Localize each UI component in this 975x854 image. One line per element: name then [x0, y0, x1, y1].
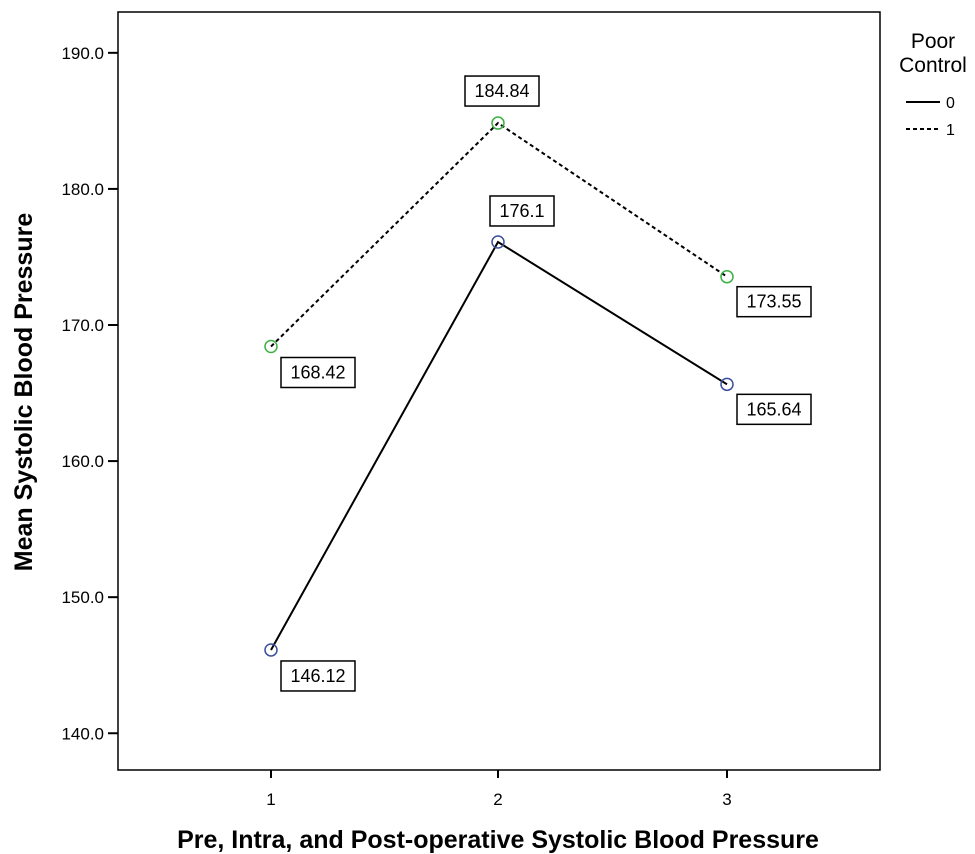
data-label-box — [489, 195, 555, 227]
legend-title: Poor — [911, 30, 955, 53]
y-axis-title: Mean Systolic Blood Pressure — [10, 213, 38, 572]
x-axis-title: Pre, Intra, and Post-operative Systolic … — [177, 826, 819, 854]
data-point-marker — [491, 235, 505, 249]
series-line-1 — [270, 121, 728, 348]
legend-label: 1 — [946, 122, 955, 139]
data-label-box — [736, 393, 812, 426]
x-tick-label: 2 — [493, 790, 502, 809]
data-label-box — [736, 285, 812, 318]
y-tick-label: 180.0 — [61, 180, 104, 199]
data-point-marker — [491, 116, 505, 130]
y-tick-label: 160.0 — [61, 452, 104, 471]
data-label-box — [280, 356, 356, 389]
y-tick-label: 140.0 — [61, 724, 104, 743]
y-tick-label: 170.0 — [61, 316, 104, 335]
data-point-marker — [264, 339, 278, 354]
x-axis: 1 2 3 — [266, 770, 732, 809]
x-tick-label: 3 — [722, 790, 731, 809]
y-tick-label: 150.0 — [61, 588, 104, 607]
data-point-marker — [720, 269, 734, 284]
data-label: 184.84 — [474, 81, 529, 101]
y-tick-label: 190.0 — [61, 44, 104, 63]
x-tick-label: 1 — [266, 790, 275, 809]
data-label: 168.42 — [290, 362, 345, 382]
data-label: 165.64 — [746, 399, 801, 419]
legend-title: Control — [899, 54, 967, 77]
legend-label: 0 — [946, 95, 955, 112]
data-label-box — [280, 660, 356, 692]
data-label: 173.55 — [746, 292, 801, 312]
data-point-marker — [720, 377, 734, 392]
plot-frame — [117, 11, 881, 771]
series-layer: 146.12 176.1 165.64 168.42 184.84 173.55 — [264, 75, 812, 692]
y-axis: 140.0 150.0 160.0 170.0 180.0 190.0 — [61, 44, 118, 743]
data-label-box — [464, 75, 540, 107]
data-label: 176.1 — [499, 201, 544, 221]
series-line-0 — [270, 240, 728, 651]
data-label: 146.12 — [290, 666, 345, 686]
data-point-marker — [264, 643, 278, 657]
